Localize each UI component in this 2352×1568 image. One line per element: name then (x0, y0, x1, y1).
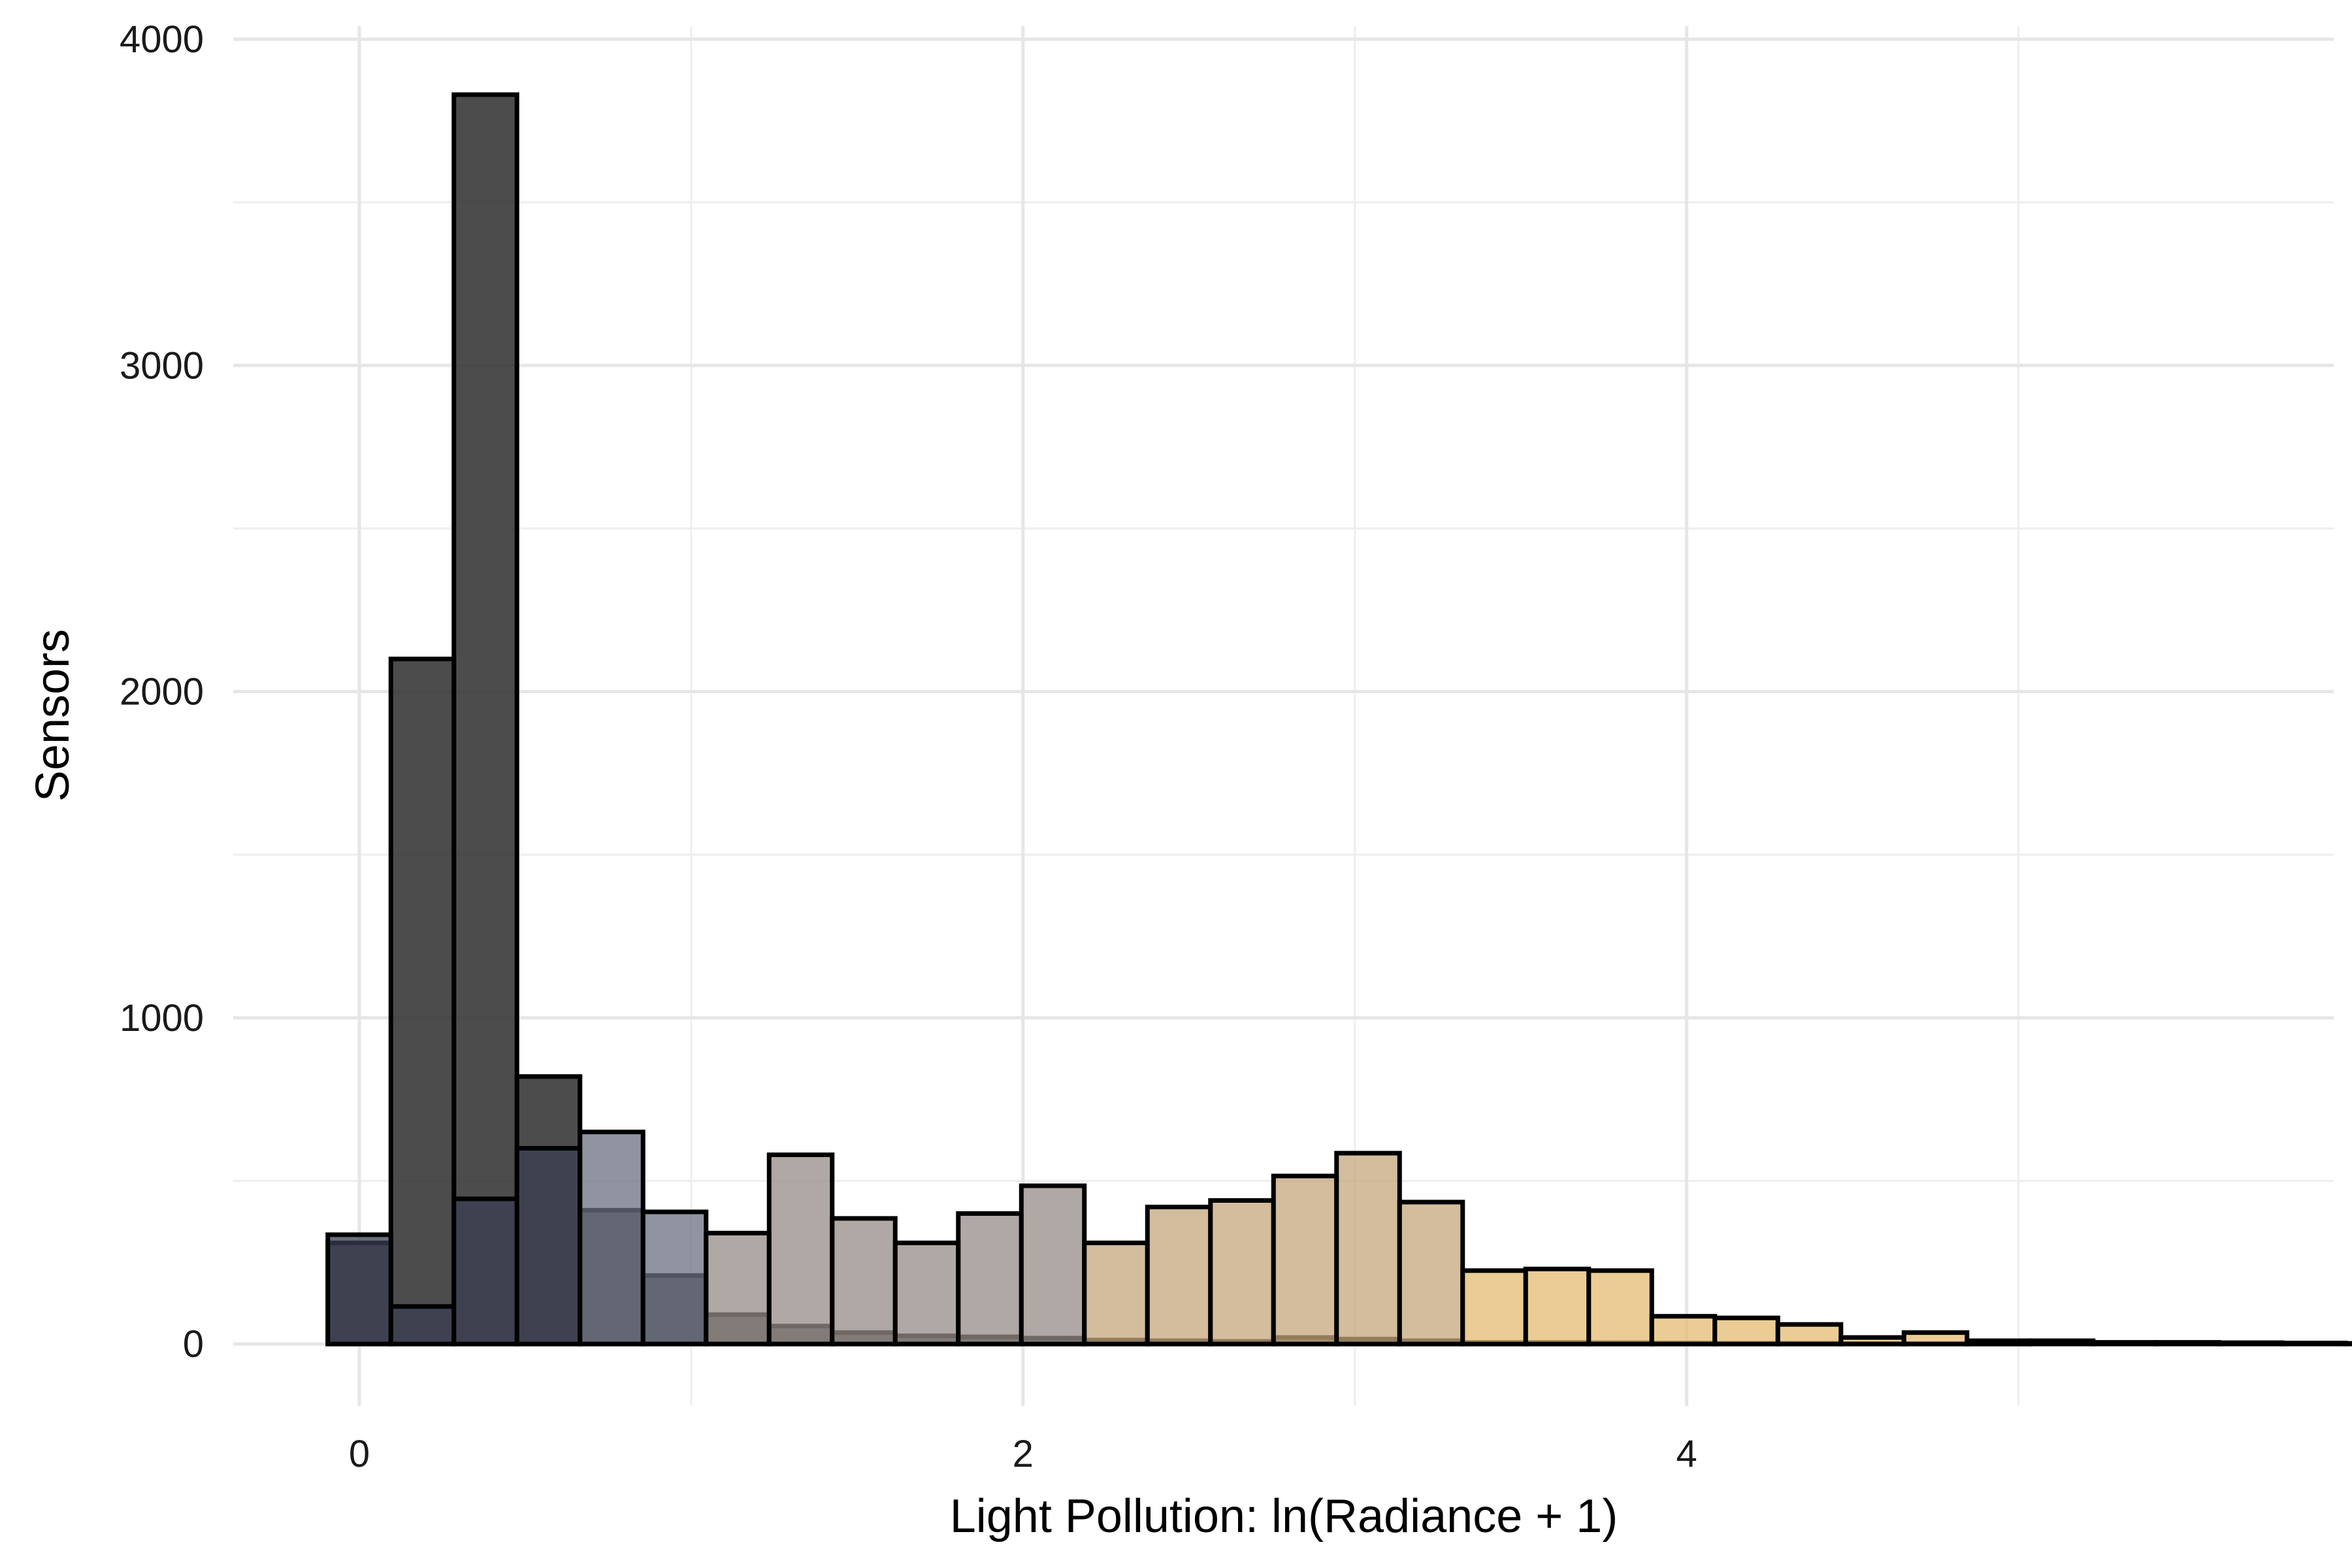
x-tick-label: 2 (1013, 1433, 1034, 1475)
x-tick-label: 0 (349, 1433, 370, 1475)
bar-colored-11 (1019, 1183, 1087, 1347)
bar-colored-4 (578, 1130, 645, 1347)
bar-colored-27 (2027, 1338, 2096, 1347)
y-tick-label: 4000 (120, 18, 204, 61)
bar-colored-7 (766, 1152, 835, 1347)
series-colored-bars (325, 1130, 2352, 1347)
bar-colored-29 (2153, 1340, 2222, 1347)
y-tick-label: 3000 (120, 344, 204, 387)
bar-colored-0 (325, 1232, 393, 1347)
x-axis-tick-labels: 0 2 4 (349, 1433, 1697, 1475)
bar-colored-19 (1523, 1266, 1592, 1347)
bar-colored-5 (640, 1209, 709, 1347)
bar-colored-26 (1965, 1338, 2033, 1347)
x-tick-label: 4 (1676, 1433, 1697, 1475)
bar-colored-28 (2091, 1340, 2159, 1347)
y-tick-label: 0 (183, 1323, 204, 1365)
bar-colored-32 (2343, 1341, 2352, 1347)
bar-colored-14 (1208, 1198, 1276, 1347)
bar-colored-2 (451, 1196, 519, 1347)
y-axis-title: Sensors (27, 629, 79, 802)
bar-colored-10 (956, 1211, 1024, 1347)
bar-colored-13 (1145, 1204, 1213, 1347)
bar-colored-24 (1838, 1335, 1906, 1347)
bar-colored-6 (704, 1230, 772, 1347)
bar-colored-23 (1775, 1322, 1844, 1347)
bar-colored-18 (1460, 1268, 1528, 1347)
bar-colored-15 (1271, 1173, 1339, 1347)
x-axis-title: Light Pollution: ln(Radiance + 1) (950, 1490, 1618, 1543)
bar-colored-9 (892, 1240, 961, 1347)
bar-colored-31 (2279, 1341, 2348, 1347)
bar-dark-1 (388, 657, 457, 1347)
y-tick-label: 2000 (120, 671, 204, 713)
bar-colored-21 (1649, 1314, 1718, 1347)
bar-colored-12 (1082, 1240, 1150, 1347)
bar-colored-20 (1586, 1268, 1654, 1347)
bar-colored-16 (1334, 1151, 1402, 1347)
bar-colored-22 (1712, 1315, 1780, 1347)
bar-colored-3 (514, 1146, 583, 1347)
bar-colored-8 (830, 1216, 898, 1347)
bar-colored-25 (1901, 1330, 1970, 1347)
bar-dark-2 (451, 92, 519, 1347)
bar-colored-30 (2217, 1340, 2285, 1347)
y-axis-tick-labels: 0 1000 2000 3000 4000 (120, 18, 204, 1365)
y-tick-label: 1000 (120, 997, 204, 1039)
bar-colored-1 (388, 1304, 457, 1347)
bar-colored-17 (1397, 1200, 1465, 1347)
